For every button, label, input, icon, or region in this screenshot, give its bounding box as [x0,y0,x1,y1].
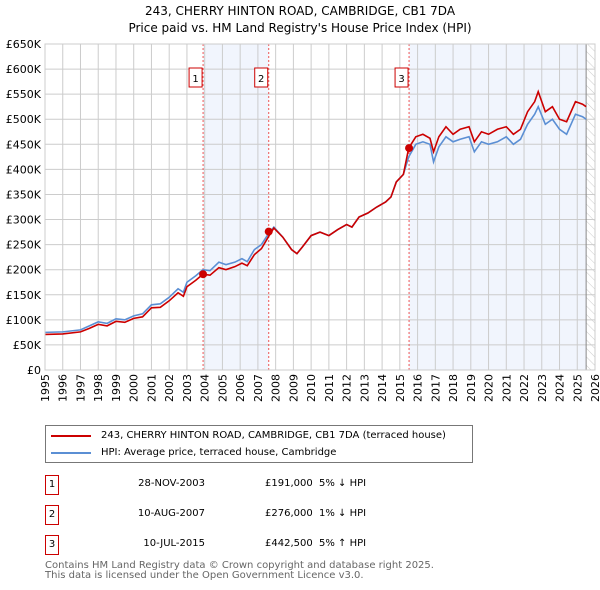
y-tick-label: £50K [13,339,42,352]
y-tick-label: £500K [6,113,42,126]
shaded-period [409,44,587,370]
chart-title: 243, CHERRY HINTON ROAD, CAMBRIDGE, CB1 … [144,4,456,18]
x-tick-label: 1995 [39,374,52,402]
sale-point [405,144,414,153]
x-tick-label: 2011 [323,374,336,402]
plot-frame [44,43,596,371]
transaction-marker: 1 [45,475,59,495]
transaction-price: £191,000 [265,478,313,489]
footer-copyright: Contains HM Land Registry data © Crown c… [45,560,434,571]
x-tick-label: 1997 [74,374,87,402]
x-tick-label: 2010 [305,374,318,402]
transaction-row: 2 10-AUG-2007 £276,000 1% ↓ HPI [45,505,445,525]
x-tick-label: 2015 [394,374,407,402]
x-tick-label: 2013 [358,374,371,402]
transaction-date: 10-JUL-2015 [143,538,205,549]
price-paid-line [44,89,587,336]
y-tick-label: £650K [6,38,42,51]
x-tick-label: 2008 [270,374,283,402]
x-tick-label: 2005 [216,374,229,402]
transaction-date: 10-AUG-2007 [137,508,205,519]
x-tick-label: 2003 [181,374,194,402]
sale-point [199,270,208,279]
legend-swatch-blue [51,451,91,454]
footer-licence: This data is licensed under the Open Gov… [45,570,364,581]
y-tick-label: £400K [6,163,42,176]
x-tick-label: 2002 [163,374,176,402]
x-tick-label: 2000 [128,374,141,402]
x-tick-label: 2001 [145,374,158,402]
transaction-row: 3 10-JUL-2015 £442,500 5% ↑ HPI [45,535,445,555]
y-tick-label: £0 [27,364,41,377]
transaction-marker: 2 [45,505,59,525]
x-tick-label: 2009 [287,374,300,402]
legend-swatch-red [51,434,91,437]
y-tick-label: £250K [6,239,42,252]
legend-label: 243, CHERRY HINTON ROAD, CAMBRIDGE, CB1 … [101,430,446,441]
transaction-hpi: 5% ↓ HPI [319,478,367,489]
y-tick-label: £550K [6,88,42,101]
legend-label: HPI: Average price, terraced house, Camb… [101,447,337,458]
x-tick-label: 2018 [447,374,460,402]
transaction-marker: 3 [45,535,59,555]
y-tick-label: £450K [6,138,42,151]
y-tick-label: £200K [6,264,42,277]
x-tick-label: 2022 [518,374,531,402]
x-tick-label: 2014 [376,374,389,402]
x-tick-label: 2006 [234,374,247,402]
sale-label-box [188,67,203,88]
y-tick-label: £350K [6,188,42,201]
y-tick-label: £600K [6,63,42,76]
price-chart: £0 £50K £100K £150K £200K £250K £300K £350K £400… [6,38,600,402]
chart-subtitle: Price paid vs. HM Land Registry's House … [128,21,472,35]
x-tick-label: 2019 [465,374,478,402]
sale-label: 3 [398,74,404,85]
x-tick-label: 2004 [199,374,212,402]
y-tick-label: £150K [6,289,42,302]
x-tick-label: 2020 [483,374,496,402]
x-tick-label: 2021 [500,374,513,402]
x-tick-label: 2007 [252,374,265,402]
x-tick-label: 1999 [110,374,123,402]
x-tick-label: 2012 [341,374,354,402]
footer: Contains HM Land Registry data © Crown c… [45,561,434,581]
sale-label-box [254,67,269,88]
x-tick-label: 1996 [57,374,70,402]
x-tick-label: 2016 [412,374,425,402]
transaction-hpi: 1% ↓ HPI [319,508,367,519]
y-tick-label: £100K [6,314,42,327]
shaded-period [203,44,269,370]
x-tick-label: 2026 [589,374,600,402]
sale-label: 1 [192,74,198,85]
x-tick-label: 1998 [92,374,105,402]
y-tick-label: £300K [6,214,42,227]
transaction-date: 28-NOV-2003 [138,478,205,489]
x-tick-label: 2017 [429,374,442,402]
transaction-price: £442,500 [265,538,313,549]
x-tick-label: 2024 [554,374,567,402]
sale-label: 2 [258,74,264,85]
x-tick-label: 2025 [571,374,584,402]
x-tick-label: 2023 [536,374,549,402]
projection-hatch [586,44,595,370]
sale-label-box [394,67,409,88]
legend-item-property: 243, CHERRY HINTON ROAD, CAMBRIDGE, CB1 … [51,430,446,441]
transaction-hpi: 5% ↑ HPI [319,538,367,549]
transaction-row: 1 28-NOV-2003 £191,000 5% ↓ HPI [45,475,445,495]
transaction-price: £276,000 [265,508,313,519]
legend-item-hpi: HPI: Average price, terraced house, Camb… [51,447,336,458]
legend: 243, CHERRY HINTON ROAD, CAMBRIDGE, CB1 … [45,425,473,463]
sale-point [264,227,273,236]
